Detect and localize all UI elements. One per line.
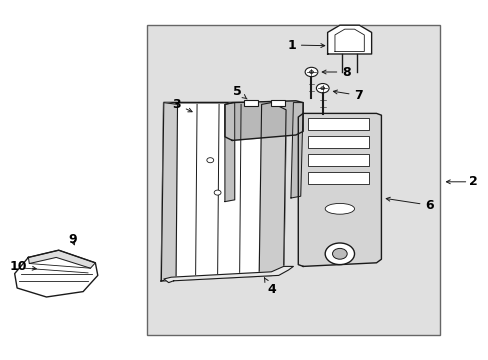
Bar <box>307 118 368 130</box>
Circle shape <box>305 67 317 77</box>
Polygon shape <box>163 266 293 283</box>
Polygon shape <box>15 250 98 297</box>
Ellipse shape <box>325 203 354 214</box>
Bar <box>146 25 439 335</box>
Polygon shape <box>290 103 303 198</box>
Polygon shape <box>259 103 285 276</box>
Text: 10: 10 <box>9 260 36 273</box>
Bar <box>244 100 258 106</box>
Polygon shape <box>327 25 371 54</box>
Polygon shape <box>161 103 285 281</box>
Circle shape <box>309 71 313 73</box>
Text: 3: 3 <box>172 98 192 112</box>
Bar <box>271 100 285 106</box>
Text: 4: 4 <box>264 278 275 296</box>
Circle shape <box>214 190 221 195</box>
Circle shape <box>325 243 354 265</box>
Circle shape <box>332 248 346 259</box>
Text: 1: 1 <box>286 39 324 51</box>
Text: 8: 8 <box>322 66 350 78</box>
Bar <box>307 154 368 166</box>
Bar <box>307 172 368 184</box>
Text: 9: 9 <box>68 233 77 246</box>
Circle shape <box>316 84 328 93</box>
Polygon shape <box>161 103 177 281</box>
Circle shape <box>206 158 213 163</box>
Bar <box>307 136 368 148</box>
Polygon shape <box>224 101 303 140</box>
Polygon shape <box>298 113 381 266</box>
Text: 2: 2 <box>468 175 477 188</box>
Text: 6: 6 <box>386 197 433 212</box>
Text: 5: 5 <box>233 85 246 99</box>
Polygon shape <box>28 250 95 268</box>
Text: 7: 7 <box>333 89 363 102</box>
Circle shape <box>320 87 324 90</box>
Polygon shape <box>224 103 234 202</box>
